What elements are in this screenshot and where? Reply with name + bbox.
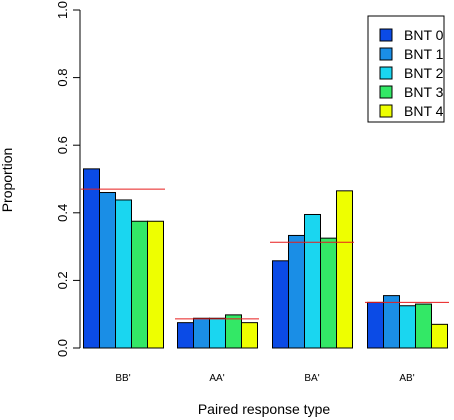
bar-bnt-4-0 [147, 220, 164, 349]
legend-swatch [379, 85, 393, 99]
bar-bnt-3-2 [320, 237, 337, 349]
bar-bnt-1-2 [288, 234, 305, 349]
bar-bnt-4-2 [336, 190, 353, 349]
bar-bnt-2-3 [399, 305, 416, 349]
bars-layer [83, 168, 448, 349]
x-axis: BB' AA' BA' AB' [115, 373, 414, 384]
bar-bnt-3-3 [415, 303, 432, 349]
reference-lines-layer [81, 188, 449, 320]
bar-bnt-1-1 [193, 317, 210, 349]
bar-bnt-1-3 [383, 295, 400, 349]
bar-bnt-3-1 [225, 314, 242, 349]
bar-bnt-0-3 [367, 301, 384, 349]
legend-label: BNT 1 [404, 46, 444, 62]
x-tick-label: AA' [209, 373, 224, 384]
bar-bnt-3-0 [131, 220, 148, 349]
x-tick-label: AB' [399, 373, 414, 384]
y-axis-title: Proportion [0, 148, 15, 213]
legend-swatch [379, 47, 393, 61]
x-axis-title: Paired response type [198, 401, 331, 417]
bar-bnt-0-0 [83, 168, 100, 349]
bar-bnt-1-0 [99, 192, 116, 349]
bar-bnt-0-2 [272, 260, 289, 349]
bar-bnt-4-3 [431, 323, 448, 349]
legend-label: BNT 2 [404, 65, 444, 81]
x-tick-label: BA' [304, 373, 319, 384]
legend-swatch [379, 66, 393, 80]
y-axis: 0.0 0.2 0.4 0.6 0.8 1.0 [55, 1, 81, 357]
bar-bnt-4-1 [241, 322, 258, 349]
bar-bnt-2-0 [115, 199, 132, 349]
legend-label: BNT 3 [404, 84, 444, 100]
y-tick-label: 0.6 [55, 136, 70, 154]
legend-swatch [379, 28, 393, 42]
y-tick-label: 1.0 [55, 1, 70, 19]
y-tick-label: 0.0 [55, 339, 70, 357]
bar-bnt-2-2 [304, 213, 321, 349]
bar-bnt-2-1 [209, 317, 226, 349]
bar-bnt-0-1 [177, 322, 194, 349]
legend: BNT 0 BNT 1 BNT 2 BNT 3 BNT 4 [367, 15, 445, 123]
legend-label: BNT 0 [404, 27, 444, 43]
y-tick-label: 0.4 [55, 204, 70, 222]
legend-label: BNT 4 [404, 103, 444, 119]
x-tick-label: BB' [115, 373, 130, 384]
legend-swatch [379, 104, 393, 118]
y-tick-label: 0.2 [55, 271, 70, 289]
y-tick-label: 0.8 [55, 69, 70, 87]
